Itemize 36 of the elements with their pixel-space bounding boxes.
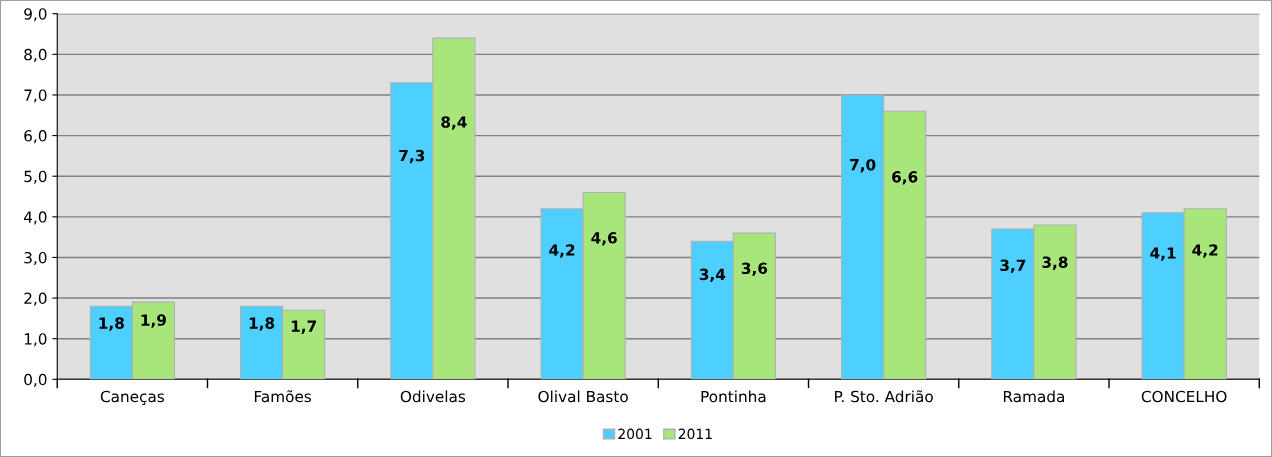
data-label: 3,6 — [741, 262, 768, 277]
data-label: 8,4 — [441, 116, 467, 130]
data-label: 3,4 — [699, 268, 726, 283]
x-tick-label: Olival Basto — [538, 390, 628, 403]
x-tick-label: CONCELHO — [1141, 390, 1227, 403]
y-tick-label: 0,0 — [24, 373, 47, 387]
x-tick-label: Famões — [254, 390, 312, 403]
y-tick-label: 6,0 — [24, 130, 47, 144]
y-tick-label: 1,0 — [24, 333, 47, 347]
y-tick-label: 4,0 — [23, 211, 47, 225]
y-tick-label: 3,0 — [24, 251, 47, 266]
data-label: 4,2 — [1192, 244, 1218, 258]
y-tick-label: 7,0 — [24, 89, 47, 103]
x-tick-label: P. Sto. Adrião — [835, 390, 933, 403]
legend-label: 2001 — [618, 428, 652, 440]
x-tick-label: Caneças — [100, 390, 165, 405]
data-label: 7,0 — [850, 158, 876, 173]
y-tick-label: 5,0 — [24, 170, 47, 184]
x-tick-label: Ramada — [1003, 390, 1064, 403]
data-label: 4,2 — [549, 244, 575, 258]
data-label: 1,7 — [291, 320, 316, 334]
data-label: 6,6 — [892, 171, 918, 185]
data-label: 7,3 — [399, 149, 425, 164]
data-label: 4,1 — [1150, 247, 1176, 261]
y-tick-label: 2,0 — [24, 292, 47, 306]
y-tick-label: 9,0 — [24, 8, 47, 22]
y-tick-label: 8,0 — [24, 48, 47, 62]
data-label: 1,9 — [141, 314, 166, 328]
data-label: 3,7 — [1000, 259, 1026, 273]
data-label: 1,8 — [99, 317, 124, 331]
x-tick-label: Pontinha — [701, 390, 766, 403]
data-label: 4,6 — [591, 232, 617, 246]
legend-label: 2011 — [678, 428, 712, 440]
x-tick-label: Odivelas — [400, 390, 466, 403]
data-label: 3,8 — [1042, 256, 1068, 270]
data-label: 1,8 — [249, 317, 275, 331]
